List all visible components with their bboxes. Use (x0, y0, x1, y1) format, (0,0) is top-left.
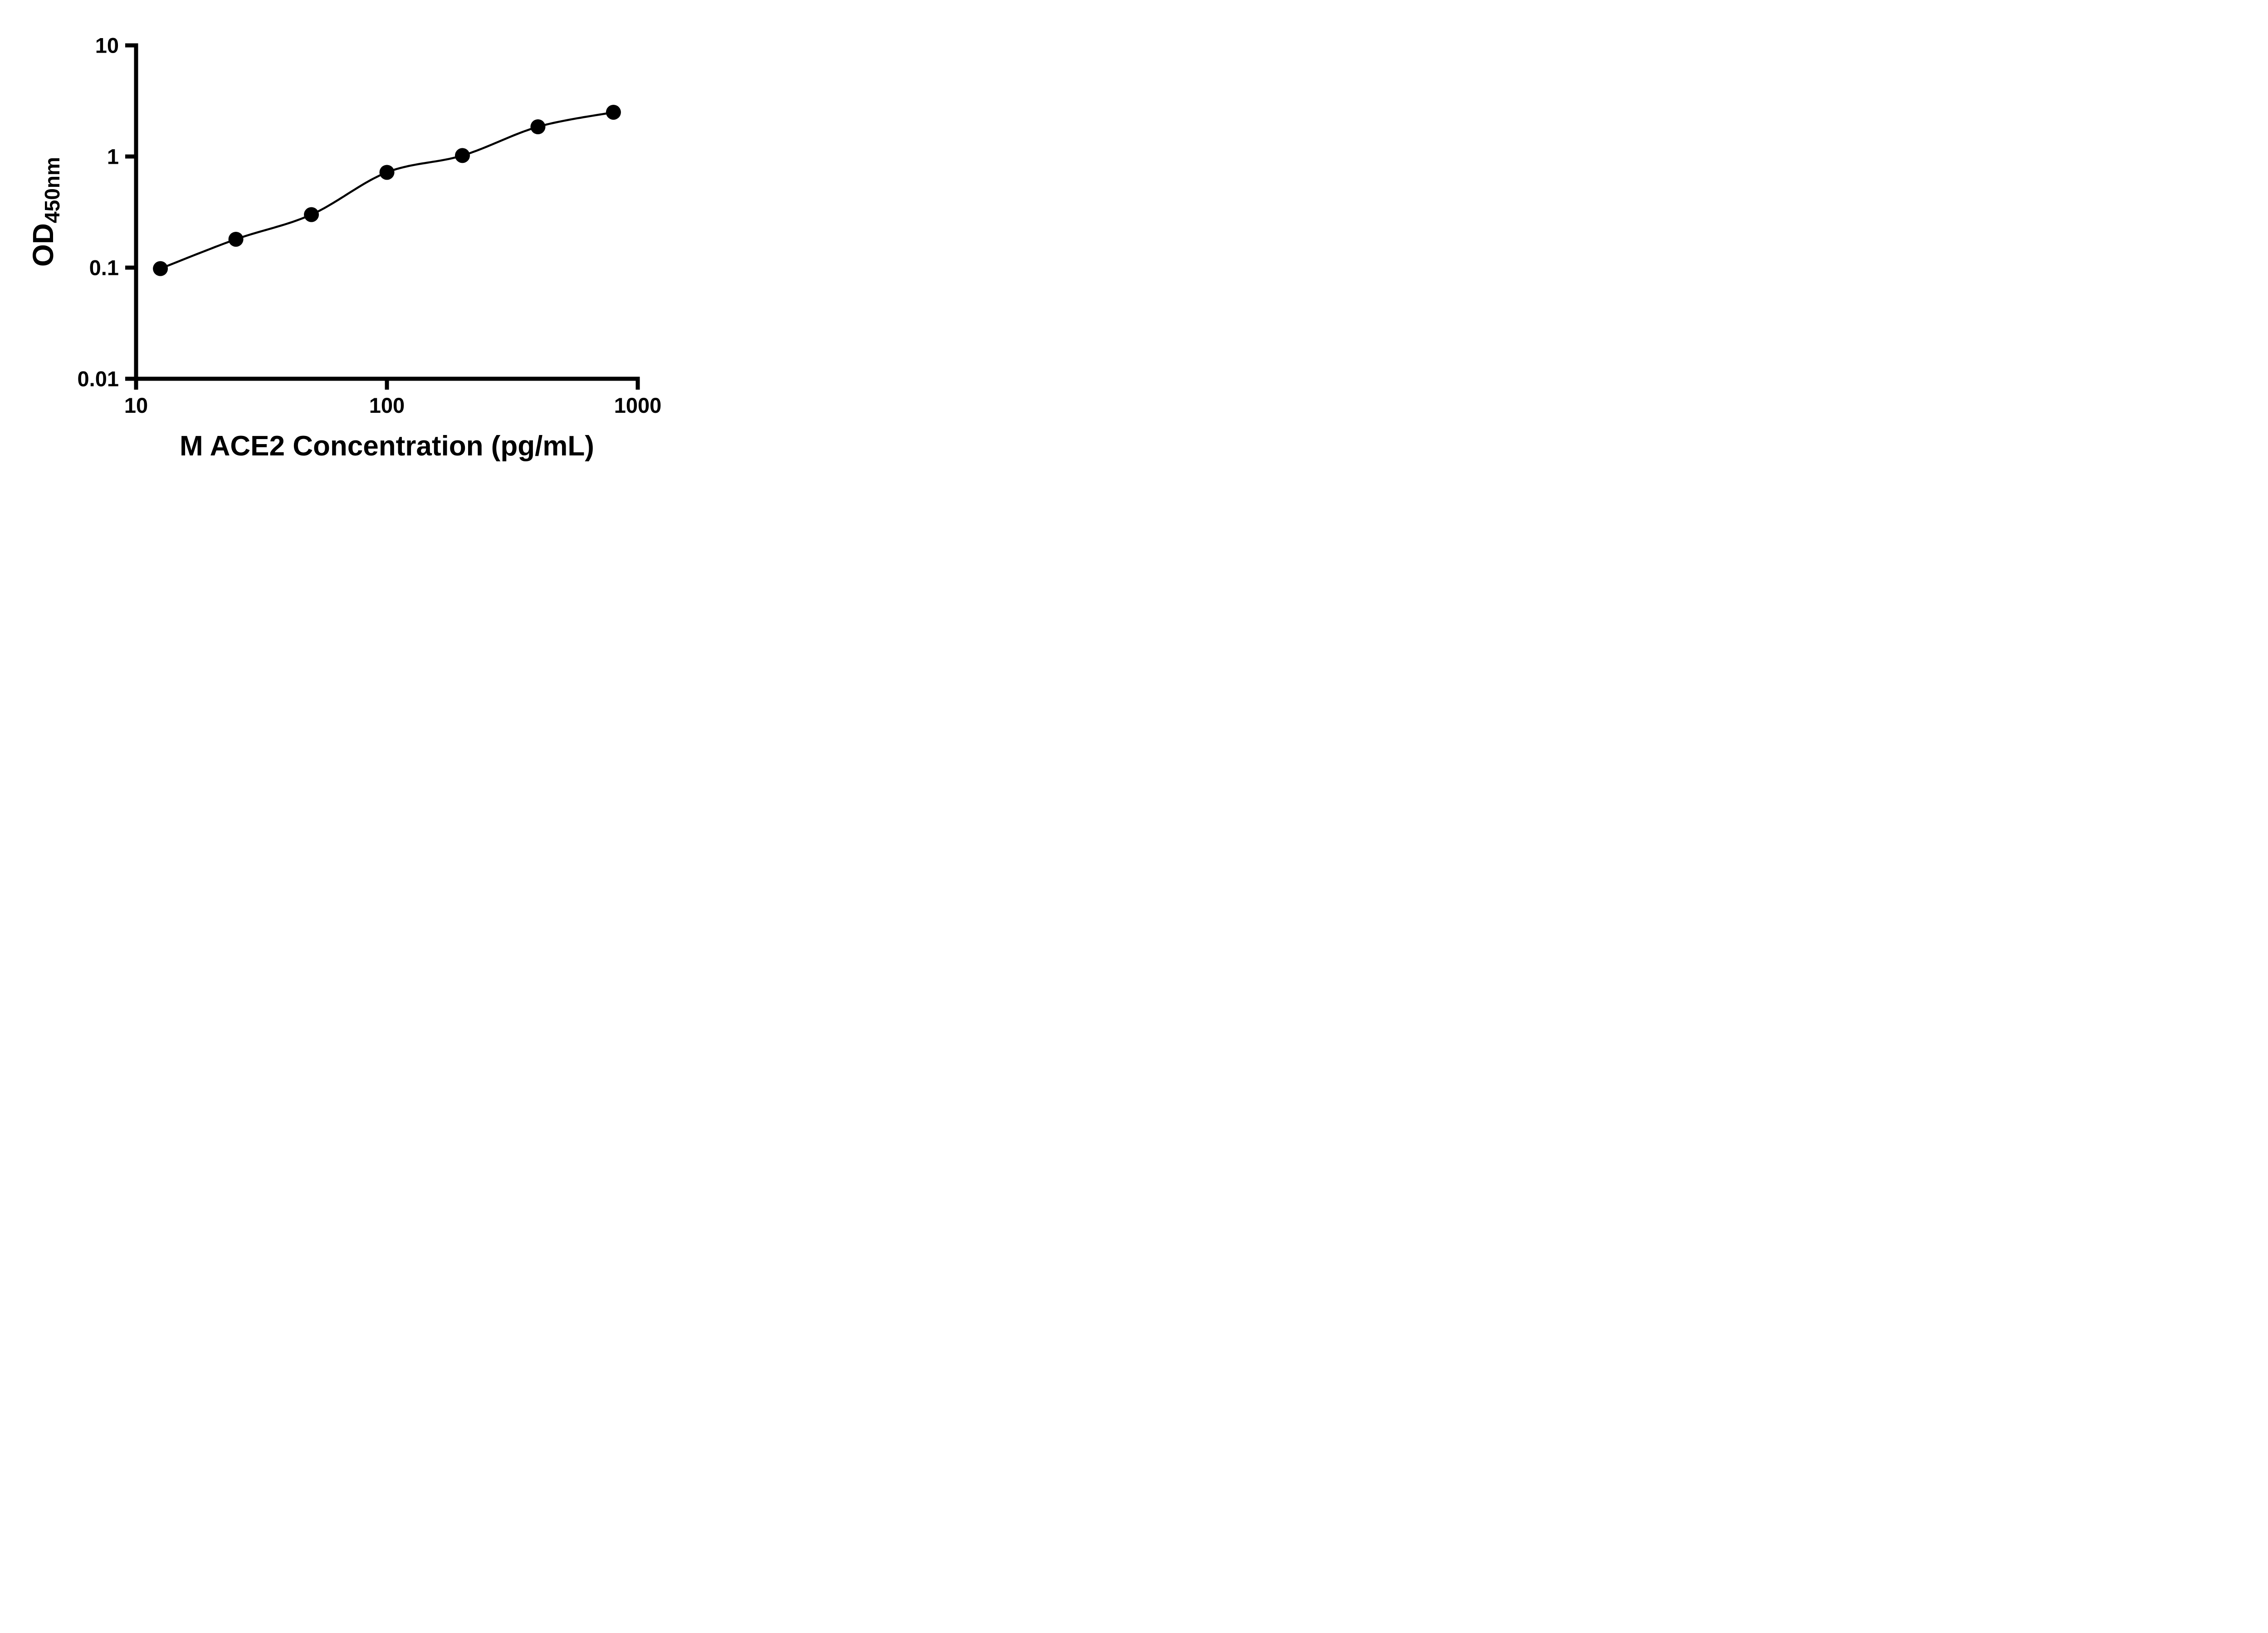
y-axis-label-main: OD (27, 223, 60, 267)
fit-curve (159, 111, 615, 270)
x-tick-label: 1000 (614, 393, 662, 417)
chart-svg: 0.01 0.1 1 10 10 100 1000 (78, 34, 662, 418)
y-tick-label: 0.01 (78, 367, 119, 391)
y-axis-label: OD450nm (26, 157, 64, 267)
data-point (455, 148, 470, 163)
y-tick-label: 10 (95, 34, 119, 58)
data-point (153, 261, 168, 276)
y-tick-label: 0.1 (89, 256, 119, 280)
data-point (606, 105, 621, 120)
data-point (379, 165, 395, 180)
x-tick-label: 10 (124, 393, 148, 417)
x-tick-label: 100 (369, 393, 405, 417)
data-point (228, 231, 244, 247)
data-point (530, 119, 546, 135)
elisa-standard-curve-figure: 0.01 0.1 1 10 10 100 1000 OD450nm M ACE2 Conce… (0, 0, 701, 491)
y-tick-label: 1 (107, 145, 119, 169)
x-axis-label: M ACE2 Concentration (pg/mL) (180, 430, 594, 462)
y-axis-label-subscript: 450nm (40, 157, 64, 223)
data-point (304, 207, 319, 222)
